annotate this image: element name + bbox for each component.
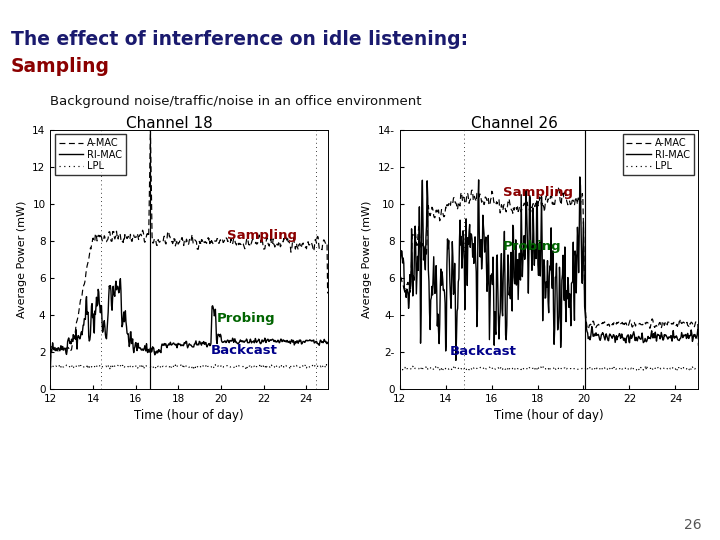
Line: RI-MAC: RI-MAC xyxy=(400,177,698,360)
Text: 26: 26 xyxy=(685,518,702,532)
Line: LPL: LPL xyxy=(50,364,328,369)
Text: Sampling: Sampling xyxy=(11,57,109,76)
LPL xyxy=(197,364,205,371)
LPL xyxy=(642,362,650,369)
Text: Background noise/traffic/noise in an office environment: Background noise/traffic/noise in an off… xyxy=(50,94,422,107)
LPL xyxy=(46,364,55,370)
A-MAC xyxy=(274,242,282,248)
A-MAC xyxy=(539,202,548,209)
RI-MAC xyxy=(451,357,460,363)
LPL xyxy=(640,365,649,372)
LPL xyxy=(573,366,582,372)
A-MAC xyxy=(323,290,332,296)
RI-MAC xyxy=(116,275,125,282)
LPL xyxy=(694,365,703,372)
Text: Sampling: Sampling xyxy=(228,229,297,242)
LPL xyxy=(179,363,187,370)
RI-MAC xyxy=(318,339,326,345)
RI-MAC xyxy=(179,342,187,348)
Legend: A-MAC, RI-MAC, LPL: A-MAC, RI-MAC, LPL xyxy=(55,134,126,175)
LPL xyxy=(106,366,114,372)
Text: Sampling: Sampling xyxy=(503,186,573,199)
Y-axis label: Average Power (mW): Average Power (mW) xyxy=(17,200,27,318)
RI-MAC xyxy=(575,174,584,180)
X-axis label: Time (hour of day): Time (hour of day) xyxy=(494,409,604,422)
RI-MAC xyxy=(212,320,220,326)
LPL xyxy=(318,363,326,370)
Line: RI-MAC: RI-MAC xyxy=(50,279,328,369)
Text: Probing: Probing xyxy=(217,312,275,325)
RI-MAC xyxy=(180,340,189,346)
RI-MAC xyxy=(274,337,282,343)
A-MAC xyxy=(318,246,326,252)
Line: A-MAC: A-MAC xyxy=(400,187,698,346)
RI-MAC xyxy=(688,338,697,345)
A-MAC xyxy=(197,241,205,248)
A-MAC xyxy=(179,237,187,243)
A-MAC xyxy=(554,184,562,191)
LPL xyxy=(395,366,404,372)
RI-MAC xyxy=(395,324,404,330)
RI-MAC xyxy=(197,341,205,347)
Legend: A-MAC, RI-MAC, LPL: A-MAC, RI-MAC, LPL xyxy=(623,134,693,175)
LPL xyxy=(301,361,310,368)
A-MAC xyxy=(180,238,189,244)
LPL xyxy=(672,367,681,374)
LPL xyxy=(537,366,546,372)
RI-MAC xyxy=(557,276,566,283)
Text: Backcast: Backcast xyxy=(450,345,517,357)
A-MAC xyxy=(688,319,696,326)
Text: Channel 26: Channel 26 xyxy=(472,116,558,131)
LPL xyxy=(212,363,220,370)
Line: LPL: LPL xyxy=(400,366,698,370)
Line: A-MAC: A-MAC xyxy=(50,130,328,361)
RI-MAC xyxy=(642,337,650,343)
Text: Probing: Probing xyxy=(503,240,562,253)
LPL xyxy=(323,363,332,370)
LPL xyxy=(274,362,282,369)
A-MAC xyxy=(537,202,546,208)
A-MAC xyxy=(574,195,582,201)
A-MAC xyxy=(694,342,703,349)
LPL xyxy=(557,365,566,372)
Text: Channel 18: Channel 18 xyxy=(126,116,212,131)
Text: Backcast: Backcast xyxy=(210,343,277,356)
LPL xyxy=(180,362,189,369)
A-MAC xyxy=(641,320,649,326)
A-MAC xyxy=(46,358,55,365)
Text: The effect of interference on idle listening:: The effect of interference on idle liste… xyxy=(11,30,468,49)
Y-axis label: Average Power (mW): Average Power (mW) xyxy=(362,200,372,318)
LPL xyxy=(539,364,548,370)
X-axis label: Time (hour of day): Time (hour of day) xyxy=(134,409,244,422)
RI-MAC xyxy=(539,256,548,263)
LPL xyxy=(688,364,697,370)
RI-MAC xyxy=(46,366,55,372)
A-MAC xyxy=(557,192,566,199)
RI-MAC xyxy=(323,339,332,346)
RI-MAC xyxy=(694,331,703,338)
A-MAC xyxy=(146,126,155,133)
A-MAC xyxy=(395,311,404,318)
A-MAC xyxy=(212,238,220,244)
RI-MAC xyxy=(538,240,546,246)
RI-MAC xyxy=(574,239,582,246)
